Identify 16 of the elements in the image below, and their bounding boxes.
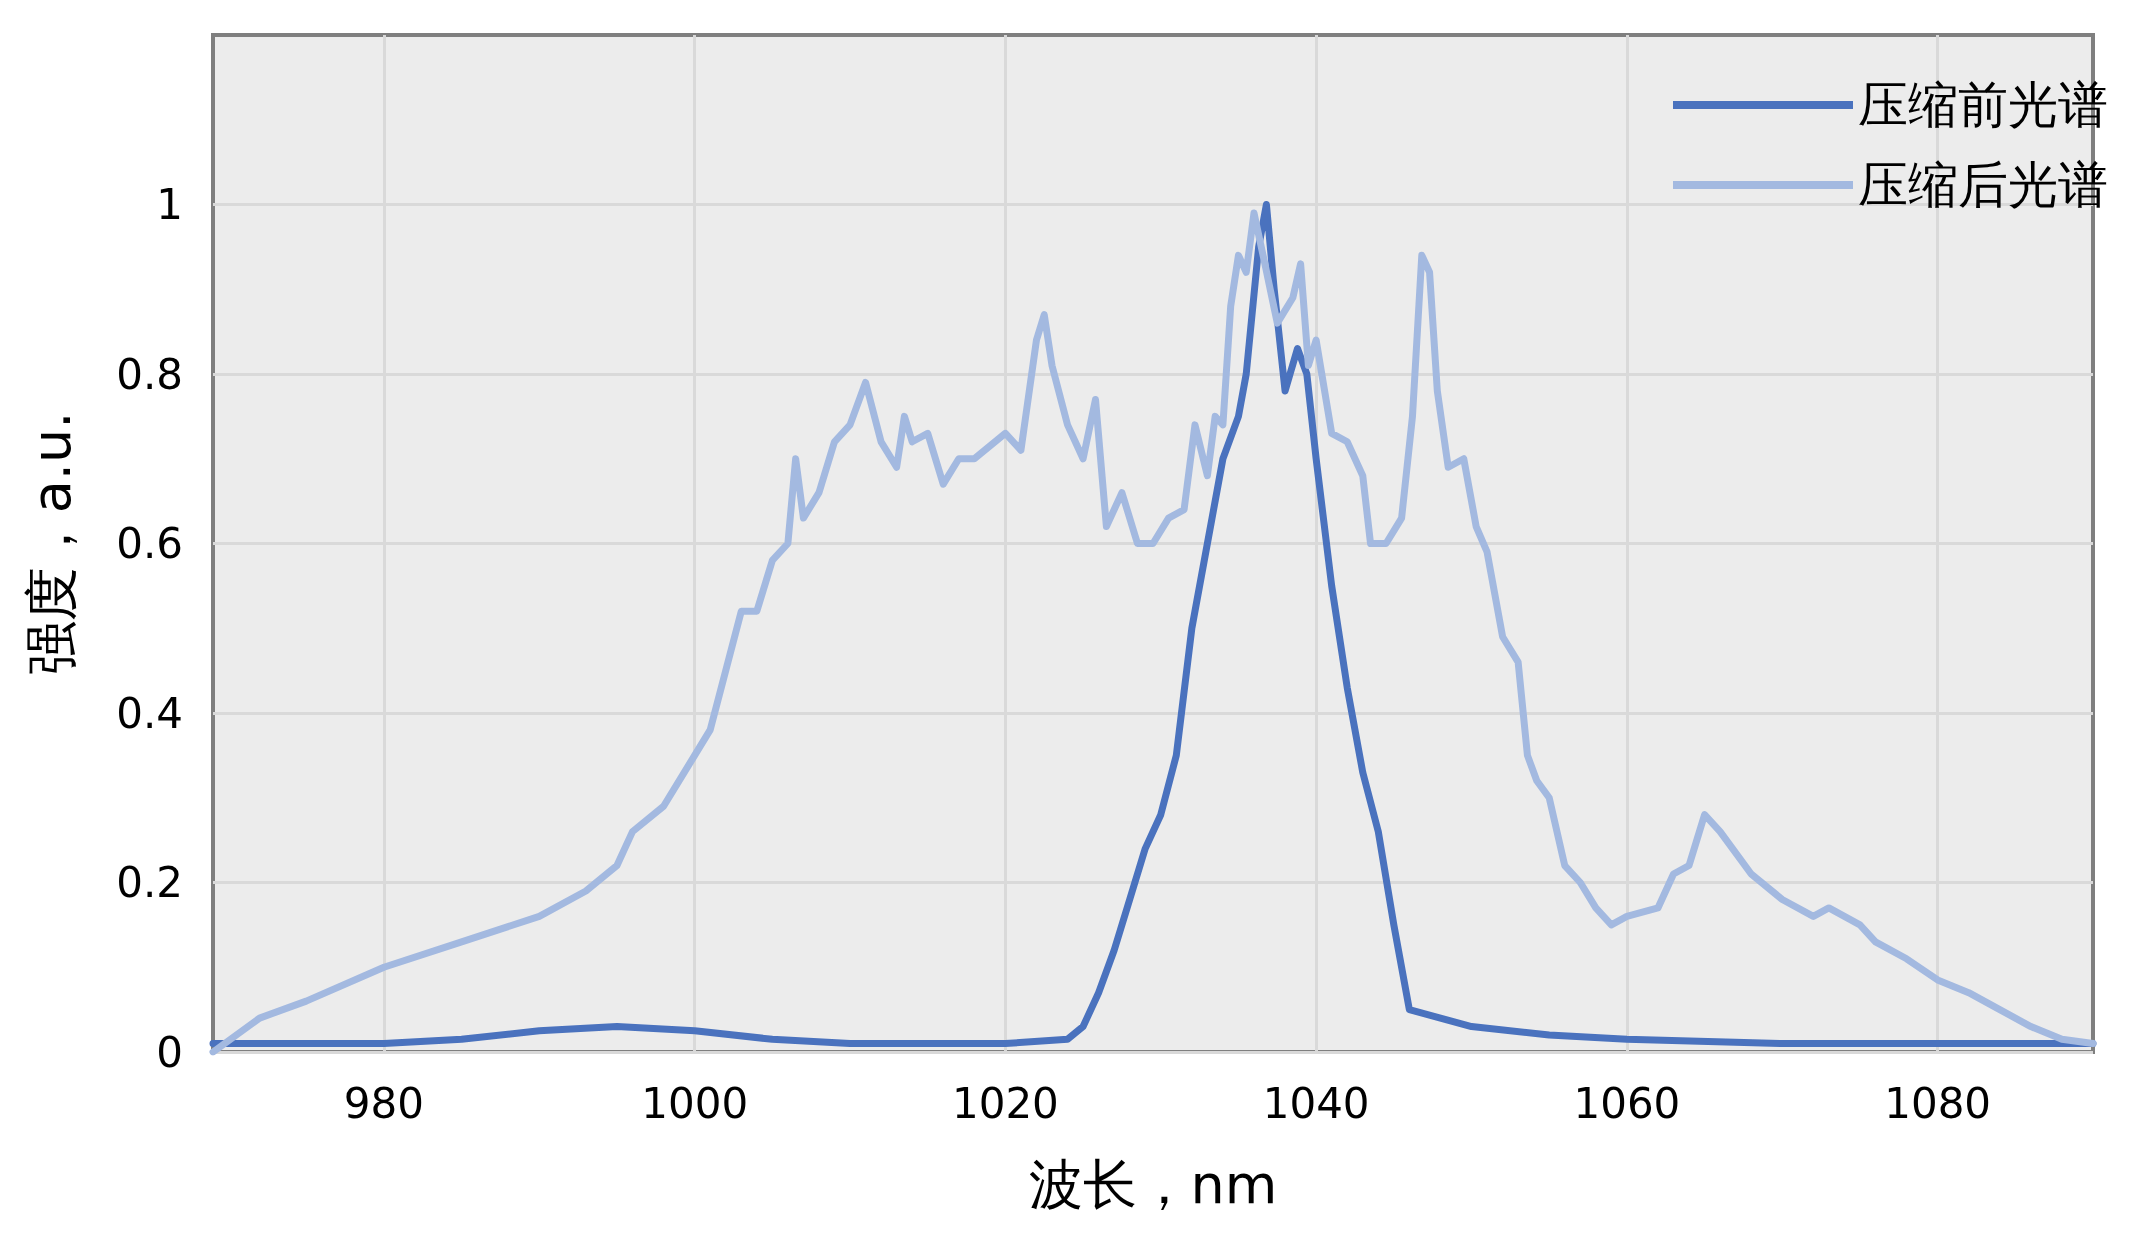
y-tick-label: 0.8 xyxy=(116,349,183,399)
x-tick-label: 1040 xyxy=(1262,1078,1370,1128)
y-tick-label: 1 xyxy=(156,180,183,229)
y-tick-label: 0.4 xyxy=(116,688,183,738)
legend-label: 压缩前光谱 xyxy=(1858,76,2108,134)
x-tick-label: 1080 xyxy=(1884,1078,1992,1128)
x-axis-title: 波长，nm xyxy=(1028,1152,1278,1216)
y-axis-title: 强度，a.u. xyxy=(19,411,83,676)
y-tick-label: 0.6 xyxy=(116,519,183,568)
x-tick-label: 980 xyxy=(343,1078,424,1128)
y-tick-label: 0 xyxy=(156,1027,183,1077)
x-tick-label: 1000 xyxy=(641,1078,749,1128)
legend-label: 压缩后光谱 xyxy=(1858,156,2108,214)
x-tick-label: 1060 xyxy=(1573,1078,1681,1128)
y-tick-label: 0.2 xyxy=(116,858,183,907)
x-tick-label: 1020 xyxy=(951,1078,1059,1128)
